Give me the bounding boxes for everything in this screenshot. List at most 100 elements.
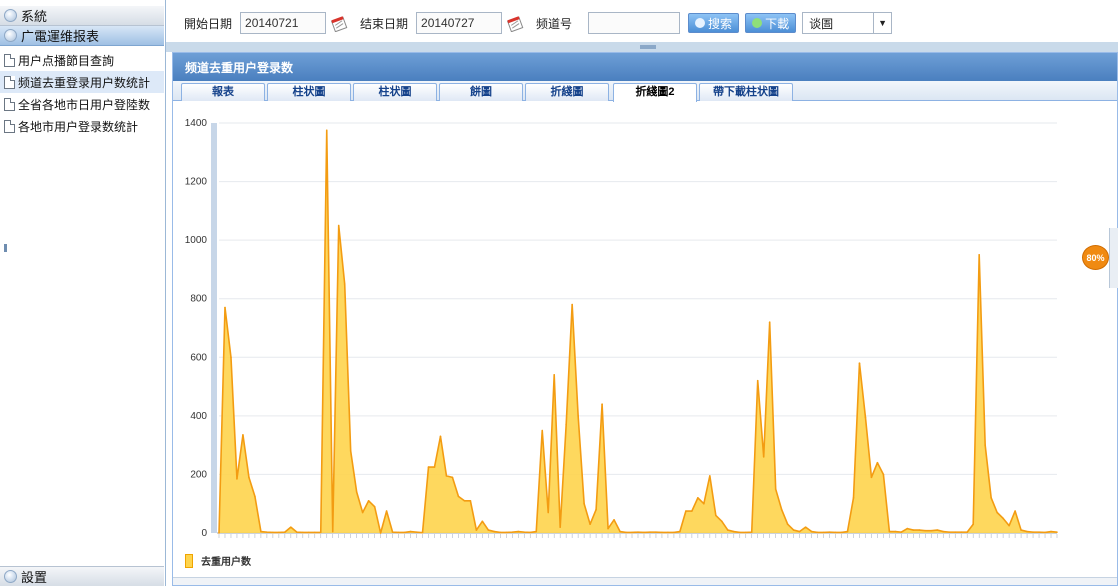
channel-label: 频道号 [536, 16, 573, 31]
data-point [272, 531, 274, 534]
data-point [337, 224, 340, 227]
data-point [918, 529, 921, 531]
data-point [936, 529, 939, 531]
y-axis-band [211, 123, 217, 533]
legend-swatch [185, 553, 193, 568]
data-point [870, 476, 873, 479]
data-point [589, 523, 591, 526]
data-point [307, 531, 310, 534]
accordion-reports[interactable]: 广電運维报表 [0, 26, 164, 46]
chart-legend[interactable]: 去重用户数 [185, 553, 251, 568]
data-point [266, 531, 268, 533]
data-point [571, 303, 573, 306]
data-point [463, 499, 466, 502]
data-point [894, 530, 897, 533]
splitter-grip-icon[interactable] [640, 45, 656, 49]
data-point [661, 531, 663, 534]
data-point [960, 531, 963, 533]
data-point [816, 531, 819, 534]
nav-item-vod-query[interactable]: 用户点播節目查詢 [0, 49, 164, 71]
tab-download-bar-chart[interactable]: 帶下載柱状圖 [699, 83, 793, 101]
tab-line-chart-2[interactable]: 折綫圖2 [613, 83, 697, 102]
data-point [218, 532, 220, 534]
data-point [631, 531, 633, 534]
data-point [367, 499, 370, 502]
data-point [1044, 531, 1046, 534]
data-point [349, 450, 352, 452]
data-point [493, 530, 496, 533]
data-point [355, 491, 358, 493]
y-tick-label: 200 [190, 469, 207, 480]
data-point [248, 476, 250, 479]
zoom-badge[interactable]: 80% [1082, 245, 1109, 270]
search-icon [695, 18, 706, 28]
data-point [319, 531, 322, 534]
data-point [954, 531, 957, 533]
nav-item-channel-dedup-users[interactable]: 频道去重登录用户数统計 [0, 71, 164, 93]
nav-item-province-daily-logins[interactable]: 全省各地市日用户登陸数 [0, 93, 164, 115]
data-point [523, 531, 526, 533]
expand-circle-icon [4, 570, 17, 583]
sidebar-collapse-handle[interactable] [4, 244, 7, 252]
channel-input[interactable] [588, 12, 681, 34]
calendar-icon[interactable] [330, 14, 350, 33]
download-button[interactable]: 下載 [745, 13, 797, 33]
end-date-label: 结束日期 [360, 16, 409, 31]
nav-item-label: 各地市用户登录数统計 [18, 119, 139, 134]
download-button-label: 下載 [765, 16, 790, 31]
channel-select[interactable]: 谈圄 [802, 12, 875, 34]
data-point [673, 531, 675, 534]
data-point [667, 531, 669, 534]
search-button[interactable]: 搜索 [688, 13, 740, 33]
data-point [541, 429, 544, 432]
data-point [882, 473, 885, 476]
data-point [738, 531, 741, 534]
data-point [715, 514, 717, 517]
data-point [487, 529, 490, 531]
data-point [1020, 529, 1022, 531]
tab-line-chart[interactable]: 折綫圖 [525, 83, 609, 101]
accordion-system-label: 系統 [21, 9, 48, 24]
data-point [475, 529, 478, 531]
calendar-icon[interactable] [506, 14, 526, 33]
panel-splitter[interactable] [166, 42, 1118, 52]
chevron-down-icon[interactable]: ▼ [874, 12, 893, 34]
data-point [828, 531, 831, 533]
tab-report[interactable]: 報表 [181, 83, 265, 101]
tab-bar-chart[interactable]: 柱状圖 [267, 83, 351, 101]
data-point [565, 423, 567, 426]
data-point [254, 495, 256, 498]
data-point [302, 531, 304, 534]
data-point [625, 531, 627, 534]
data-point [517, 530, 520, 533]
data-point [655, 531, 657, 533]
data-point [978, 253, 980, 256]
tab-bar-chart-2[interactable]: 柱状圖 [353, 83, 437, 101]
data-point [325, 129, 328, 132]
y-tick-label: 1200 [185, 177, 208, 188]
horizontal-scrollbar[interactable] [173, 577, 1117, 585]
data-point [972, 523, 974, 526]
y-tick-label: 1000 [185, 235, 208, 246]
right-edge-handle[interactable] [1109, 228, 1118, 288]
data-point [721, 520, 723, 523]
accordion-settings[interactable]: 設置 [0, 566, 164, 586]
data-point [643, 531, 645, 534]
data-point [780, 508, 783, 511]
area-chart: 0 200 400 600 800 1000 1200 1400 [185, 118, 1058, 539]
data-point [834, 531, 837, 534]
data-point [284, 531, 286, 533]
data-point [930, 529, 933, 532]
data-point [864, 416, 867, 419]
end-date-input[interactable]: 20140727 [416, 12, 503, 34]
data-point [697, 497, 699, 499]
start-date-input[interactable]: 20140721 [240, 12, 327, 34]
data-point [224, 306, 226, 309]
document-icon [4, 53, 15, 67]
data-point [912, 529, 915, 531]
tab-pie-chart[interactable]: 餅圖 [439, 83, 523, 101]
accordion-system[interactable]: 系統 [0, 6, 164, 26]
nav-item-city-logins[interactable]: 各地市用户登录数统計 [0, 115, 164, 137]
data-point [858, 362, 861, 364]
data-point [260, 530, 262, 533]
